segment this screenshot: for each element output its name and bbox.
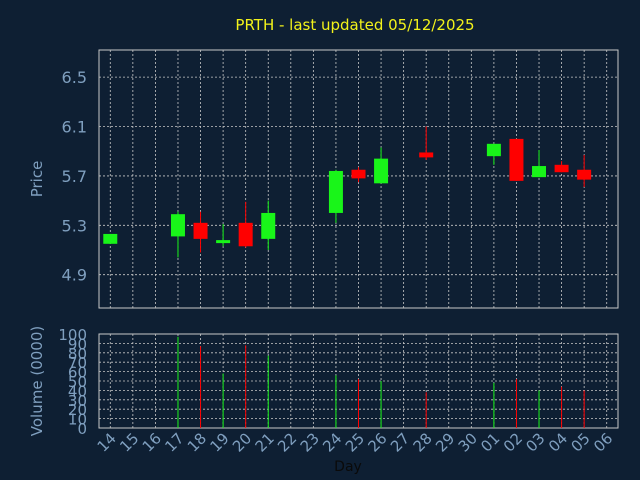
candle-body — [238, 222, 253, 247]
candle-17 — [170, 211, 185, 258]
candle-body — [532, 166, 547, 178]
candle-body — [103, 233, 118, 244]
price-y-tick-label: 6.5 — [62, 68, 87, 87]
candle-03 — [532, 149, 547, 178]
candle-25 — [351, 167, 366, 183]
price-y-tick-label: 5.7 — [62, 167, 87, 186]
candle-body — [374, 158, 389, 184]
candle-01 — [486, 143, 501, 165]
volume-y-axis-label: Volume (0000) — [28, 326, 46, 436]
price-y-tick-label: 5.3 — [62, 216, 87, 235]
candle-body — [170, 214, 185, 237]
candle-05 — [577, 154, 592, 188]
candle-body — [216, 240, 231, 244]
candle-26 — [374, 147, 389, 184]
candle-body — [486, 143, 501, 157]
candle-18 — [193, 211, 208, 253]
candle-21 — [261, 200, 276, 250]
price-y-tick-label: 4.9 — [62, 266, 87, 285]
volume-y-tick-label: 20 — [68, 401, 87, 419]
candle-28 — [419, 126, 434, 160]
candle-14 — [103, 233, 118, 244]
volume-y-tick-label: 10 — [68, 411, 87, 429]
candle-body — [577, 169, 592, 180]
candle-body — [554, 164, 569, 173]
candle-body — [193, 222, 208, 239]
chart-title: PRTH - last updated 05/12/2025 — [235, 16, 474, 34]
volume-y-tick-label: 100 — [58, 326, 87, 344]
candle-20 — [238, 201, 253, 248]
price-panel: 4.9 5.3 5.7 6.1 6.5 Price — [28, 49, 619, 309]
volume-y-tick-label: 60 — [68, 364, 87, 382]
volume-y-tick-label: 70 — [68, 354, 87, 372]
volume-y-tick-label: 40 — [68, 382, 87, 400]
volume-y-tick-label: 30 — [68, 392, 87, 410]
candle-body — [419, 152, 434, 158]
candle-body — [328, 170, 343, 213]
x-axis-label: Day — [334, 459, 362, 475]
candle-02 — [509, 138, 524, 181]
volume-y-tick-label: 90 — [68, 335, 87, 353]
candle-24 — [328, 169, 343, 223]
volume-y-tick-label: 80 — [68, 345, 87, 363]
volume-y-tick-label: 0 — [77, 420, 87, 438]
price-y-axis-label: Price — [28, 161, 46, 198]
candle-04 — [554, 161, 569, 173]
candle-body — [261, 212, 276, 239]
price-y-tick-label: 6.1 — [62, 118, 87, 137]
candle-body — [351, 169, 366, 179]
volume-y-tick-label: 50 — [68, 373, 87, 391]
candle-body — [509, 138, 524, 181]
candle-19 — [216, 224, 231, 247]
